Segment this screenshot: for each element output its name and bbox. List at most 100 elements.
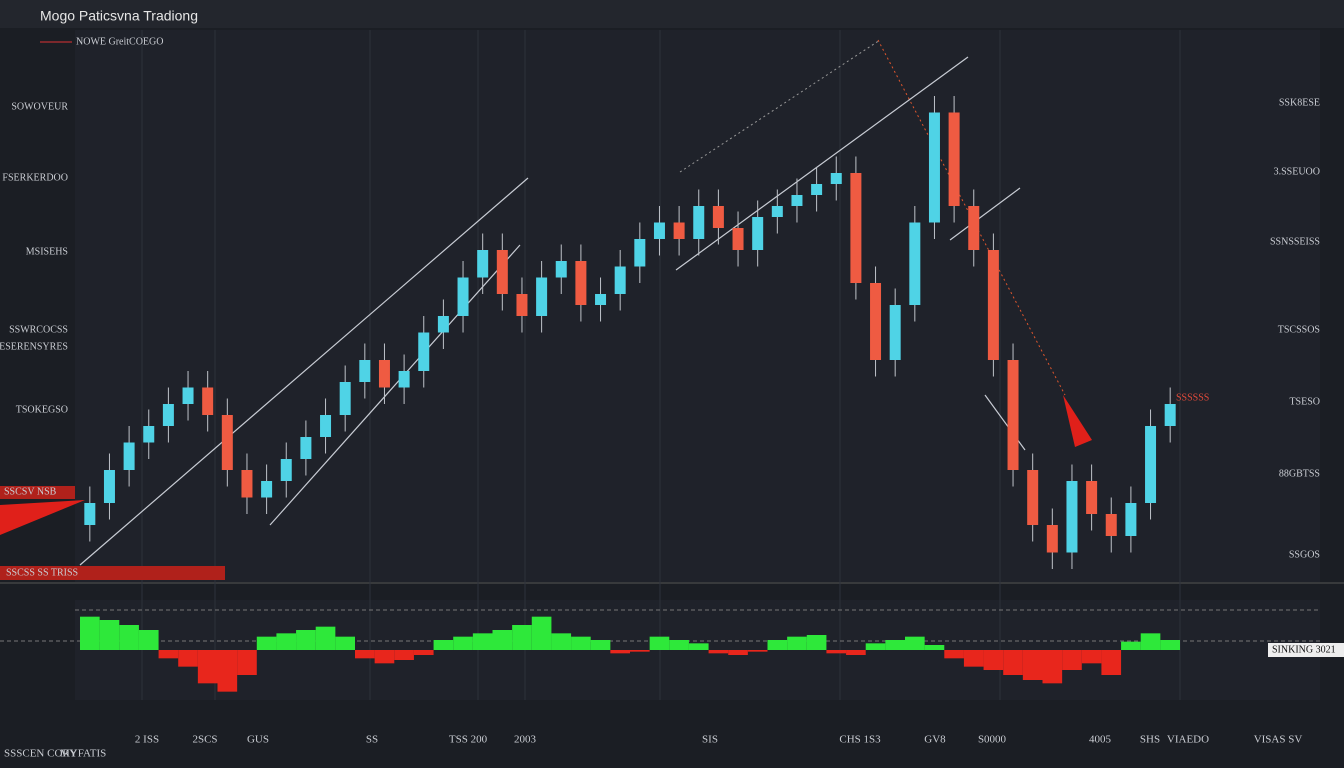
oscillator-bar (688, 643, 709, 650)
axis-label: SSGOS (1289, 549, 1320, 560)
candle-body (811, 184, 823, 195)
candle-body (103, 470, 115, 503)
oscillator-bar (99, 620, 120, 650)
chart-title: Mogo Paticsvna Tradiong (40, 8, 198, 24)
x-tick-label: SHS (1140, 734, 1160, 746)
footer-label: SSSCEN CORY (4, 748, 77, 760)
oscillator-bar (905, 636, 925, 650)
oscillator-bar (551, 633, 572, 650)
axis-label: TSCSSOS (1278, 324, 1320, 335)
oscillator-bar (217, 650, 238, 692)
oscillator-bar (1081, 650, 1102, 664)
oscillator-bar (590, 640, 611, 650)
candle-body (496, 250, 508, 294)
candle-body (712, 206, 724, 228)
flag-label: SSCSV NSB (4, 486, 57, 497)
candle-body (909, 222, 921, 305)
candle-body (693, 206, 705, 239)
oscillator-bar (296, 630, 316, 650)
oscillator-bar (335, 636, 355, 650)
oscillator-bar (472, 633, 493, 650)
x-tick-label: SIS (702, 734, 718, 746)
x-tick-label: SS (366, 734, 378, 746)
candle-body (536, 277, 548, 316)
candle-body (1007, 360, 1019, 470)
oscillator-bar (276, 633, 297, 650)
candle-body (300, 437, 312, 459)
oscillator-bar (1062, 650, 1082, 670)
oscillator-bar (708, 650, 729, 654)
oscillator-bar (158, 650, 179, 659)
oscillator-bar (394, 650, 414, 660)
oscillator-bar (747, 650, 768, 652)
x-tick-label: GUS (247, 734, 269, 746)
oscillator-bar (1003, 650, 1023, 675)
candle-body (437, 316, 449, 333)
candle-body (457, 277, 469, 316)
candle-body (575, 261, 587, 305)
oscillator-bar (728, 650, 748, 655)
candle-body (359, 360, 371, 382)
oscillator-bar (492, 630, 513, 650)
candle-body (987, 250, 999, 360)
candle-body (221, 415, 233, 470)
oscillator-bar (806, 635, 827, 650)
oscillator-bar (256, 636, 277, 650)
flag (1268, 643, 1344, 657)
oscillator-bar (1101, 650, 1122, 675)
x-tick-label: VISAS SV (1254, 734, 1303, 746)
axis-label: MSISEHS (26, 246, 68, 257)
oscillator-bar (649, 636, 670, 650)
arrow (1063, 395, 1092, 447)
oscillator-bar (826, 650, 847, 654)
candle-body (948, 112, 960, 206)
candle-body (889, 305, 901, 360)
candle-body (614, 266, 626, 294)
oscillator-bar (531, 616, 552, 650)
x-tick-label: 4005 (1089, 734, 1112, 746)
oscillator-bar (767, 640, 788, 650)
candle-body (280, 459, 292, 481)
candle-body (771, 206, 783, 217)
candle-body (752, 217, 764, 250)
flag-label: SINKING 3021 (1272, 644, 1336, 655)
x-tick-label: GV8 (924, 734, 946, 746)
axis-label: SSK8ESE (1279, 97, 1320, 108)
candle-body (261, 481, 273, 498)
candle-body (653, 222, 665, 239)
candle-body (378, 360, 390, 388)
candle-body (143, 426, 155, 443)
flag-label: SSSSSS (1176, 392, 1209, 403)
candle-body (1086, 481, 1098, 514)
x-tick-label: 2003 (514, 734, 537, 746)
axis-label: SSNSSEISS (1270, 236, 1320, 247)
header-bar (0, 0, 1344, 28)
x-tick-label: 2SCS (192, 734, 217, 746)
candle-body (555, 261, 567, 278)
candle-body (202, 387, 214, 415)
oscillator-bar (610, 650, 630, 654)
candle-body (634, 239, 646, 267)
oscillator-bar (374, 650, 395, 664)
oscillator-bar (1140, 633, 1161, 650)
arrow (0, 500, 85, 535)
candle-body (241, 470, 253, 498)
candle-body (1145, 426, 1157, 503)
oscillator-bar (315, 626, 336, 650)
oscillator-bar (983, 650, 1004, 670)
legend-entry: NOWE GreitCOEGO (76, 36, 163, 47)
oscillator-bar (80, 616, 100, 650)
candle-body (968, 206, 980, 250)
oscillator-bar (355, 650, 375, 659)
oscillator-bar (1042, 650, 1063, 684)
candle-body (516, 294, 528, 316)
flag-label: SSCSS SS TRISS (6, 567, 78, 578)
axis-label: TSESO (1289, 396, 1320, 407)
candle-body (830, 173, 842, 184)
oscillator-bar (944, 650, 964, 659)
oscillator-bar (924, 645, 945, 650)
oscillator-bar (571, 636, 591, 650)
x-tick-label: TSS 200 (449, 734, 488, 746)
